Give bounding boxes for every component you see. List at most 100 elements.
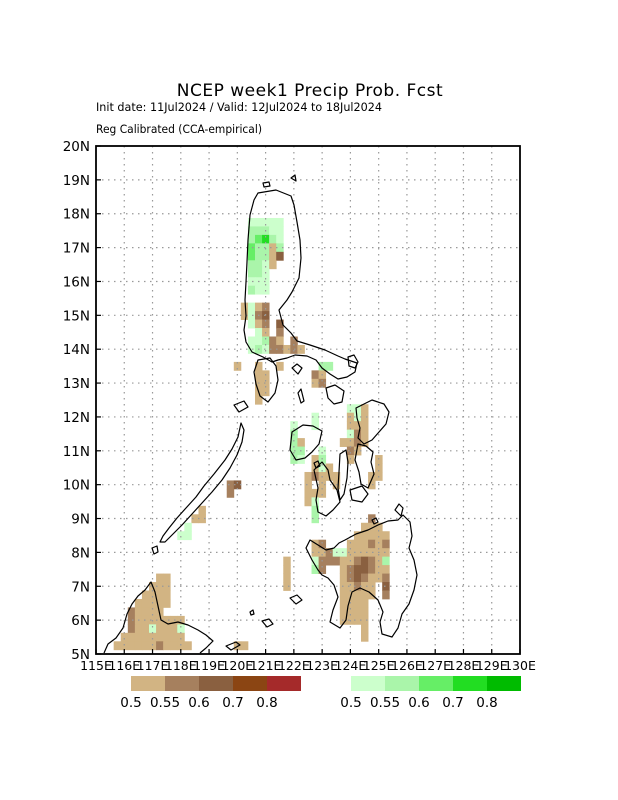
probability-cell <box>382 539 390 549</box>
lat-tick-label: 7N <box>71 579 90 595</box>
probability-cell <box>255 260 263 270</box>
legend-dry-label-1: 0.5 <box>120 695 141 711</box>
coastline-camiguin <box>371 517 379 525</box>
probability-cell <box>346 539 355 549</box>
probability-cell <box>368 531 376 541</box>
probability-cell <box>170 624 178 634</box>
probability-cell <box>127 641 136 651</box>
probability-cell <box>311 488 319 498</box>
probability-cell <box>318 361 327 371</box>
probability-cell <box>290 336 298 346</box>
lon-tick-label: 126E <box>391 658 423 673</box>
coastline-basilan <box>289 594 303 605</box>
probability-cell <box>361 565 369 574</box>
probability-cell <box>276 243 284 253</box>
probability-cell <box>240 302 249 312</box>
probability-cell <box>276 319 284 329</box>
probability-cell <box>255 319 263 329</box>
probability-cell <box>247 311 256 320</box>
legend-wet-labels: 0.5 0.55 0.6 0.7 0.8 <box>340 695 497 711</box>
probability-cell <box>163 641 171 651</box>
probability-cell <box>382 565 390 574</box>
probability-cell <box>198 505 206 515</box>
coastline-mindoro <box>253 357 279 403</box>
probability-cell <box>325 548 334 558</box>
probability-cell <box>247 336 256 346</box>
lon-tick-label: 121E <box>250 658 282 673</box>
probability-cell <box>311 548 319 558</box>
legend-wet-swatch <box>453 676 487 691</box>
probability-cell <box>382 573 390 583</box>
probability-cell <box>361 404 369 414</box>
legend-wet-label-2: 0.55 <box>370 695 400 711</box>
probability-cell <box>156 590 164 600</box>
probability-cell <box>269 336 277 346</box>
probability-cell <box>141 590 150 600</box>
lon-tick-label: 128E <box>448 658 480 673</box>
probability-cell <box>255 302 263 312</box>
probability-cell <box>247 217 256 227</box>
probability-cell <box>156 624 164 634</box>
color-legend: 0.5 0.55 0.6 0.7 0.8 0.5 0.55 0.6 0.7 0.… <box>120 676 521 711</box>
probability-cell <box>163 573 171 583</box>
probability-cell <box>247 226 256 236</box>
probability-cell <box>318 463 327 473</box>
probability-cell <box>368 582 376 591</box>
lat-tick-label: 20N <box>63 139 90 155</box>
probability-cell <box>134 632 143 642</box>
legend-dry-swatch <box>233 676 267 691</box>
probability-cell <box>339 607 348 617</box>
probability-cell <box>255 217 263 227</box>
coastline-bohol <box>349 485 369 503</box>
probability-cell <box>240 641 249 651</box>
probability-cell <box>311 378 319 388</box>
probability-cell <box>177 531 185 541</box>
probability-cell <box>368 548 376 558</box>
probability-cell <box>163 590 171 600</box>
probability-cell <box>382 531 390 541</box>
probability-cell <box>247 344 256 354</box>
probability-cell <box>346 438 355 447</box>
lon-tick-label: 123E <box>306 658 338 673</box>
probability-cell <box>255 234 263 244</box>
probability-cell <box>368 471 376 481</box>
legend-wet-label-4: 0.7 <box>442 695 463 711</box>
lon-tick-label: 124E <box>335 658 367 673</box>
probability-cell <box>353 429 362 439</box>
probability-cell <box>134 641 143 651</box>
probability-cell <box>318 565 327 574</box>
probability-cell <box>353 556 362 566</box>
probability-cell <box>141 641 150 651</box>
probability-cell <box>149 624 157 634</box>
probability-cell <box>170 615 178 625</box>
probability-cell <box>269 243 277 253</box>
probability-cell <box>141 615 150 625</box>
map-frame <box>95 145 521 655</box>
probability-cell <box>269 251 277 261</box>
probability-cell <box>318 539 327 549</box>
probability-cell <box>262 311 270 320</box>
coastline-catanduanes <box>347 354 359 369</box>
probability-cell <box>361 590 369 600</box>
probability-cell <box>353 598 362 608</box>
probability-cell <box>361 421 369 431</box>
probability-cell <box>368 480 376 490</box>
probability-cell <box>361 607 369 617</box>
probability-cell <box>127 632 136 642</box>
probability-cell <box>353 421 362 431</box>
probability-cell <box>276 361 284 371</box>
probability-cell <box>311 565 319 574</box>
probability-cell <box>226 488 235 498</box>
probability-cell <box>361 615 369 625</box>
probability-cell <box>353 573 362 583</box>
probability-cell <box>255 395 263 405</box>
probability-cell <box>290 438 298 447</box>
probability-cell <box>177 632 185 642</box>
legend-wet-swatch <box>385 676 419 691</box>
probability-cell <box>339 548 348 558</box>
graticule <box>96 146 520 654</box>
probability-cell <box>149 641 157 651</box>
probability-cell <box>353 539 362 549</box>
coastline-negros <box>313 461 341 517</box>
probability-cell <box>134 607 143 617</box>
